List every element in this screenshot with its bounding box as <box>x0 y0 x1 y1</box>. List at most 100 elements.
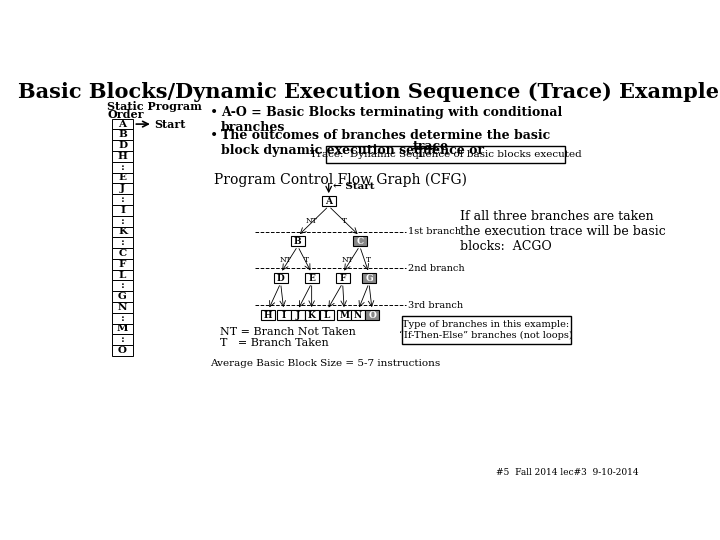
Bar <box>112 237 133 248</box>
Text: NT: NT <box>306 217 318 225</box>
Text: M: M <box>117 325 128 333</box>
Text: :: : <box>121 163 125 172</box>
Text: G: G <box>365 274 373 282</box>
Bar <box>276 310 291 320</box>
Text: :: : <box>121 314 125 322</box>
Text: H: H <box>117 152 127 161</box>
Text: trace: trace <box>413 140 449 153</box>
Text: F: F <box>119 260 126 269</box>
Bar <box>305 273 319 283</box>
Bar <box>112 334 133 345</box>
Bar <box>402 316 570 343</box>
Bar <box>112 194 133 205</box>
Text: D: D <box>276 274 284 282</box>
Text: K: K <box>118 227 127 237</box>
Text: B: B <box>118 130 127 139</box>
Bar <box>112 313 133 323</box>
Bar <box>337 310 351 320</box>
Text: F: F <box>339 274 346 282</box>
Text: 3rd branch: 3rd branch <box>408 301 463 310</box>
Text: ← Start: ← Start <box>333 183 374 191</box>
Text: I: I <box>120 206 125 215</box>
Text: E: E <box>119 173 127 183</box>
Bar <box>112 259 133 269</box>
Bar <box>112 226 133 237</box>
Bar <box>261 310 275 320</box>
Bar <box>112 162 133 173</box>
Text: C: C <box>119 249 127 258</box>
Text: Program Control Flow Graph (CFG): Program Control Flow Graph (CFG) <box>214 173 467 187</box>
Text: O: O <box>368 310 376 320</box>
Text: Order: Order <box>107 109 143 120</box>
Text: G: G <box>118 292 127 301</box>
Text: :: : <box>121 217 125 226</box>
Text: Basic Blocks/Dynamic Execution Sequence (Trace) Example: Basic Blocks/Dynamic Execution Sequence … <box>19 82 719 102</box>
Text: E: E <box>308 274 315 282</box>
Text: H: H <box>264 310 272 320</box>
Text: A: A <box>325 197 332 206</box>
Text: :: : <box>121 281 125 291</box>
Text: NT = Branch Not Taken
T   = Branch Taken: NT = Branch Not Taken T = Branch Taken <box>220 327 356 348</box>
Text: I: I <box>282 310 286 320</box>
Bar <box>112 184 133 194</box>
Bar <box>112 215 133 226</box>
Text: •: • <box>210 106 218 120</box>
Text: The outcomes of branches determine the basic
block dynamic execution sequence or: The outcomes of branches determine the b… <box>221 130 550 158</box>
Text: M: M <box>339 310 349 320</box>
Text: :: : <box>121 238 125 247</box>
Text: J: J <box>296 310 300 320</box>
Text: L: L <box>119 271 126 280</box>
Bar <box>112 345 133 356</box>
Bar <box>112 205 133 215</box>
Bar <box>305 310 319 320</box>
Text: #5  Fall 2014 lec#3  9-10-2014: #5 Fall 2014 lec#3 9-10-2014 <box>496 468 639 477</box>
Text: T: T <box>305 256 310 265</box>
Text: Static Program: Static Program <box>107 101 202 112</box>
Bar <box>353 236 366 246</box>
Text: Type of branches in this example:
“If-Then-Else” branches (not loops): Type of branches in this example: “If-Th… <box>399 320 573 340</box>
Bar <box>320 310 334 320</box>
Text: NT: NT <box>279 256 291 265</box>
Text: 2nd branch: 2nd branch <box>408 264 464 273</box>
Text: If all three branches are taken
the execution trace will be basic
blocks:  ACGO: If all three branches are taken the exec… <box>461 210 666 253</box>
Bar <box>112 173 133 184</box>
Bar <box>326 146 565 163</box>
Bar <box>291 310 305 320</box>
Text: A-O = Basic Blocks terminating with conditional
branches: A-O = Basic Blocks terminating with cond… <box>221 106 562 133</box>
Bar <box>336 273 350 283</box>
Text: D: D <box>118 141 127 150</box>
Bar <box>112 323 133 334</box>
Text: N: N <box>118 303 127 312</box>
Bar <box>322 196 336 206</box>
Text: T: T <box>366 256 372 265</box>
Text: Start: Start <box>154 119 186 130</box>
Text: T: T <box>341 217 347 225</box>
Text: O: O <box>118 346 127 355</box>
Text: NT: NT <box>341 256 354 265</box>
Bar <box>112 291 133 302</box>
Text: :: : <box>121 195 125 204</box>
Text: Average Basic Block Size = 5-7 instructions: Average Basic Block Size = 5-7 instructi… <box>210 359 441 368</box>
Bar <box>112 280 133 291</box>
Text: •: • <box>210 130 218 144</box>
Bar <box>365 310 379 320</box>
Bar <box>351 310 365 320</box>
Bar <box>112 140 133 151</box>
Text: Trace:  Dynamic Sequence of basic blocks executed: Trace: Dynamic Sequence of basic blocks … <box>310 150 582 159</box>
Bar <box>112 130 133 140</box>
Bar <box>112 248 133 259</box>
Text: 1st branch: 1st branch <box>408 227 461 236</box>
Bar <box>112 269 133 280</box>
Text: :: : <box>121 335 125 344</box>
Text: K: K <box>307 310 315 320</box>
Bar <box>291 236 305 246</box>
Bar <box>112 119 133 130</box>
Bar <box>362 273 376 283</box>
Text: L: L <box>324 310 330 320</box>
Text: C: C <box>356 237 364 246</box>
Text: A: A <box>119 119 127 129</box>
Bar <box>274 273 287 283</box>
Text: J: J <box>120 184 125 193</box>
Text: B: B <box>294 237 302 246</box>
Bar <box>112 151 133 162</box>
